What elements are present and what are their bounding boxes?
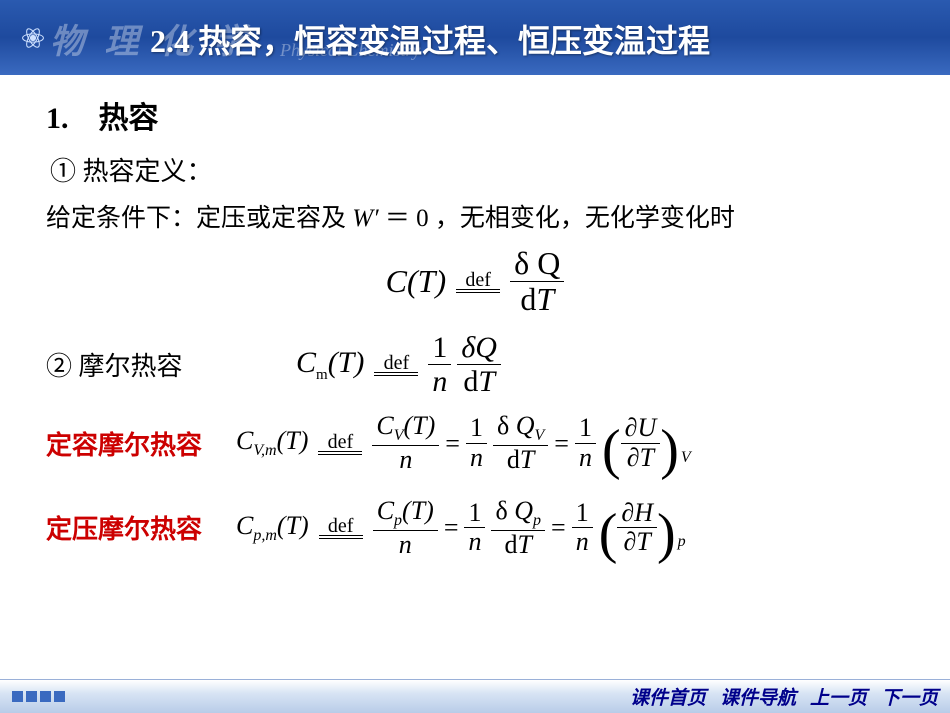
condition-mid: ＝ 0 ，无相变化，无化学变化时 <box>379 205 735 232</box>
footer-square-icon <box>12 691 23 702</box>
footer-nav: 课件首页 课件导航 上一页 下一页 <box>630 683 938 710</box>
slide-header: 物 理 化 学 Physical Chemistry 2.4 热容，恒容变温过程… <box>0 0 950 75</box>
eq4-partial: ( ∂H ∂T ) p <box>599 499 686 557</box>
eq1-lhs: C(T) <box>386 263 446 300</box>
cv-label: 定容摩尔热容 <box>46 425 236 462</box>
eq4-frac1: Cp(T) n <box>373 497 438 559</box>
item-1-label: ① 热容定义： <box>50 151 904 188</box>
eq4-frac4: 1 n <box>572 499 593 557</box>
equals: = <box>444 513 459 543</box>
eq3-frac4: 1 n <box>575 414 596 472</box>
slide-footer: 课件首页 课件导航 上一页 下一页 <box>0 679 950 713</box>
eq4-lhs: Cp,m(T) <box>236 511 309 545</box>
equals: = <box>551 513 566 543</box>
footer-square-icon <box>54 691 65 702</box>
equals: = <box>445 429 460 459</box>
item-2-label: ② 摩尔热容 <box>46 346 236 383</box>
slide-title: 2.4 热容，恒容变温过程、恒压变温过程 <box>150 16 710 62</box>
condition-w: W′ <box>352 205 378 232</box>
eq3-frac3: δ QV dT <box>493 412 548 474</box>
eq3-frac1: CV(T) n <box>372 412 439 474</box>
row-cp-molar: 定压摩尔热容 Cp,m(T) def Cp(T) n = 1 n δ Qp dT… <box>46 497 904 559</box>
slide-content: 1. 热容 ① 热容定义： 给定条件下：定压或定容及 W′ ＝ 0 ，无相变化，… <box>0 75 950 559</box>
eq2-frac2: δQ dT <box>457 331 501 398</box>
nav-prev[interactable]: 上一页 <box>810 683 867 710</box>
row-molar-heat-capacity: ② 摩尔热容 Cm(T) def 1 n δQ dT <box>46 331 904 398</box>
condition-text: 给定条件下：定压或定容及 W′ ＝ 0 ，无相变化，无化学变化时 <box>46 198 904 234</box>
nav-home[interactable]: 课件首页 <box>630 683 706 710</box>
equals: = <box>554 429 569 459</box>
nav-next[interactable]: 下一页 <box>881 683 938 710</box>
nav-index[interactable]: 课件导航 <box>720 683 796 710</box>
footer-square-icon <box>40 691 51 702</box>
cp-label: 定压摩尔热容 <box>46 509 236 546</box>
def-symbol: def <box>315 517 367 539</box>
eq3-frac2: 1 n <box>466 414 487 472</box>
eq2-frac1: 1 n <box>428 331 451 398</box>
header-logo-icon <box>20 25 46 51</box>
def-symbol: def <box>370 354 422 376</box>
row-cv-molar: 定容摩尔热容 CV,m(T) def CV(T) n = 1 n δ QV dT… <box>46 412 904 474</box>
eq3-partial: ( ∂U ∂T ) V <box>602 414 691 472</box>
section-heading: 1. 热容 <box>46 93 904 137</box>
eq4-frac2: 1 n <box>464 499 485 557</box>
footer-squares <box>12 691 65 702</box>
equation-heat-capacity: C(T) def δ Q dT <box>46 246 904 317</box>
def-symbol: def <box>452 271 504 293</box>
eq3-lhs: CV,m(T) <box>236 426 308 460</box>
def-symbol: def <box>314 433 366 455</box>
eq1-frac: δ Q dT <box>510 246 564 317</box>
eq4-frac3: δ Qp dT <box>491 497 545 559</box>
eq2-lhs: Cm(T) <box>296 346 364 384</box>
condition-pre: 给定条件下：定压或定容及 <box>46 205 352 232</box>
footer-square-icon <box>26 691 37 702</box>
